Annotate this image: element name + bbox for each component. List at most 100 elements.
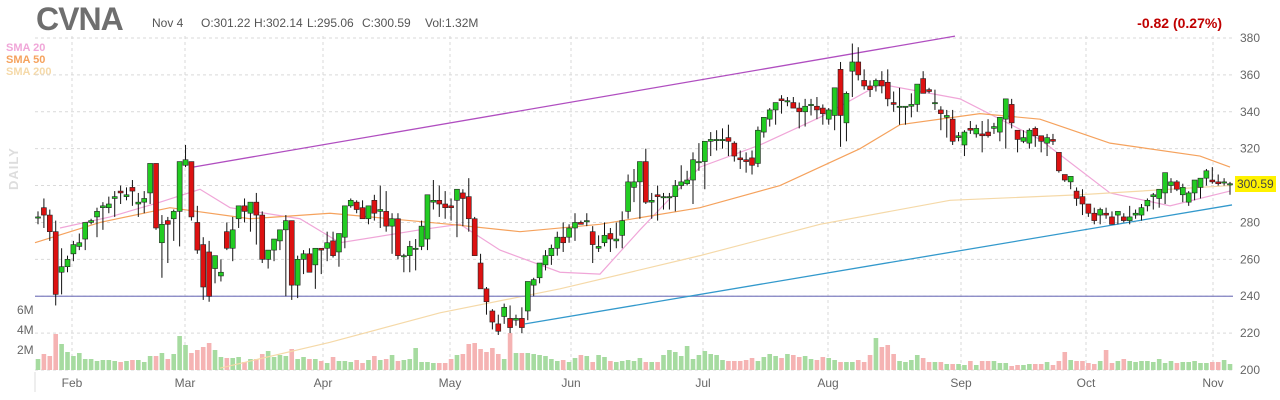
volume-bar [619,361,625,370]
candle-body [696,161,702,164]
volume-bar [354,360,359,370]
volume-bar [124,361,129,370]
candle-body [1185,192,1192,203]
candle-body [648,200,655,203]
candle-body [595,246,602,249]
candle-body [607,233,614,240]
candle-body [123,194,130,197]
candle-body [967,128,974,131]
low-value: L:295.06 [307,16,354,30]
volume-bar [979,361,985,370]
volume-bar [850,362,855,370]
volume-bar [643,362,649,370]
volume-bar [844,362,849,370]
candle-body [932,102,938,105]
candle-body [1008,104,1015,124]
candle-body [861,80,867,87]
candle-body [106,203,112,208]
volume-bar [702,351,708,370]
volume-bar [962,365,967,370]
candle-body [737,157,744,161]
volume-bar [118,362,123,370]
volume-bar [613,362,619,370]
candle-body [601,235,608,244]
volume-bar [271,357,277,370]
candle-body [536,262,543,279]
candle-body [820,107,826,114]
candle-body [288,220,295,286]
volume-bar [720,360,725,370]
candle-body [82,222,89,240]
y-axis-label: 380 [1240,31,1260,45]
close-value: C:300.59 [362,16,411,30]
candle-body [867,85,873,90]
candle-body [690,159,696,181]
candle-body [253,201,260,216]
volume-bar [35,359,41,370]
candle-body [997,117,1003,133]
volume-bar [383,359,389,370]
candle-body [342,205,348,238]
volume-bar [419,362,424,370]
volume-bar [254,359,259,370]
candle-body [660,196,667,199]
volume-bar [301,357,306,370]
candle-body [1079,196,1086,205]
candle-body [454,188,460,201]
volume-bar [855,360,861,370]
candle-body [1174,181,1180,190]
candle-body [52,231,59,295]
legend-sma20: SMA 20 [6,42,46,54]
candle-body [111,196,118,199]
candle-body [772,102,779,111]
volume-bar [330,357,336,370]
volume-bar [265,351,271,370]
volume-bar [289,349,295,370]
candle-body [938,109,944,114]
volume-bar [1091,364,1097,370]
candle-body [359,207,366,220]
candle-body [1203,170,1210,179]
volume-bar [1050,365,1056,370]
volume-bar [65,352,70,370]
candle-body [1150,194,1157,197]
candle-body [318,247,325,251]
volume-bar [773,356,778,370]
candle-body [790,102,797,109]
volume-bar [897,361,902,370]
candle-body [654,194,661,197]
volume-bar [596,355,601,370]
volume-bar [956,364,961,370]
candle-body [336,233,342,253]
volume-bar [159,353,165,370]
volume-bar [909,360,914,370]
volume-bar [791,355,796,370]
candle-body [625,181,631,212]
candle-body [283,220,289,231]
candle-body [1138,207,1145,216]
candle-body [1209,179,1216,183]
candle-body [88,220,94,223]
candle-body [218,271,224,277]
volume-bar [490,348,495,370]
volume-bar [1221,360,1227,370]
candle-body [1020,137,1027,142]
candle-body [76,242,83,247]
candle-body [719,139,726,141]
high-value: H:302.14 [254,16,303,30]
candle-body [129,187,136,192]
candle-body [489,310,496,323]
volume-bar [295,359,300,370]
volume-bar [696,355,702,370]
volume-bar [802,356,808,370]
volume-bar [171,354,177,370]
volume-bar [259,354,265,370]
candle-body [920,78,926,94]
candle-body [513,318,519,321]
candle-body [548,247,555,256]
volume-bar [885,345,891,370]
candle-body [182,159,189,166]
volume-bar [519,353,525,370]
y-axis-label: 260 [1240,252,1260,266]
